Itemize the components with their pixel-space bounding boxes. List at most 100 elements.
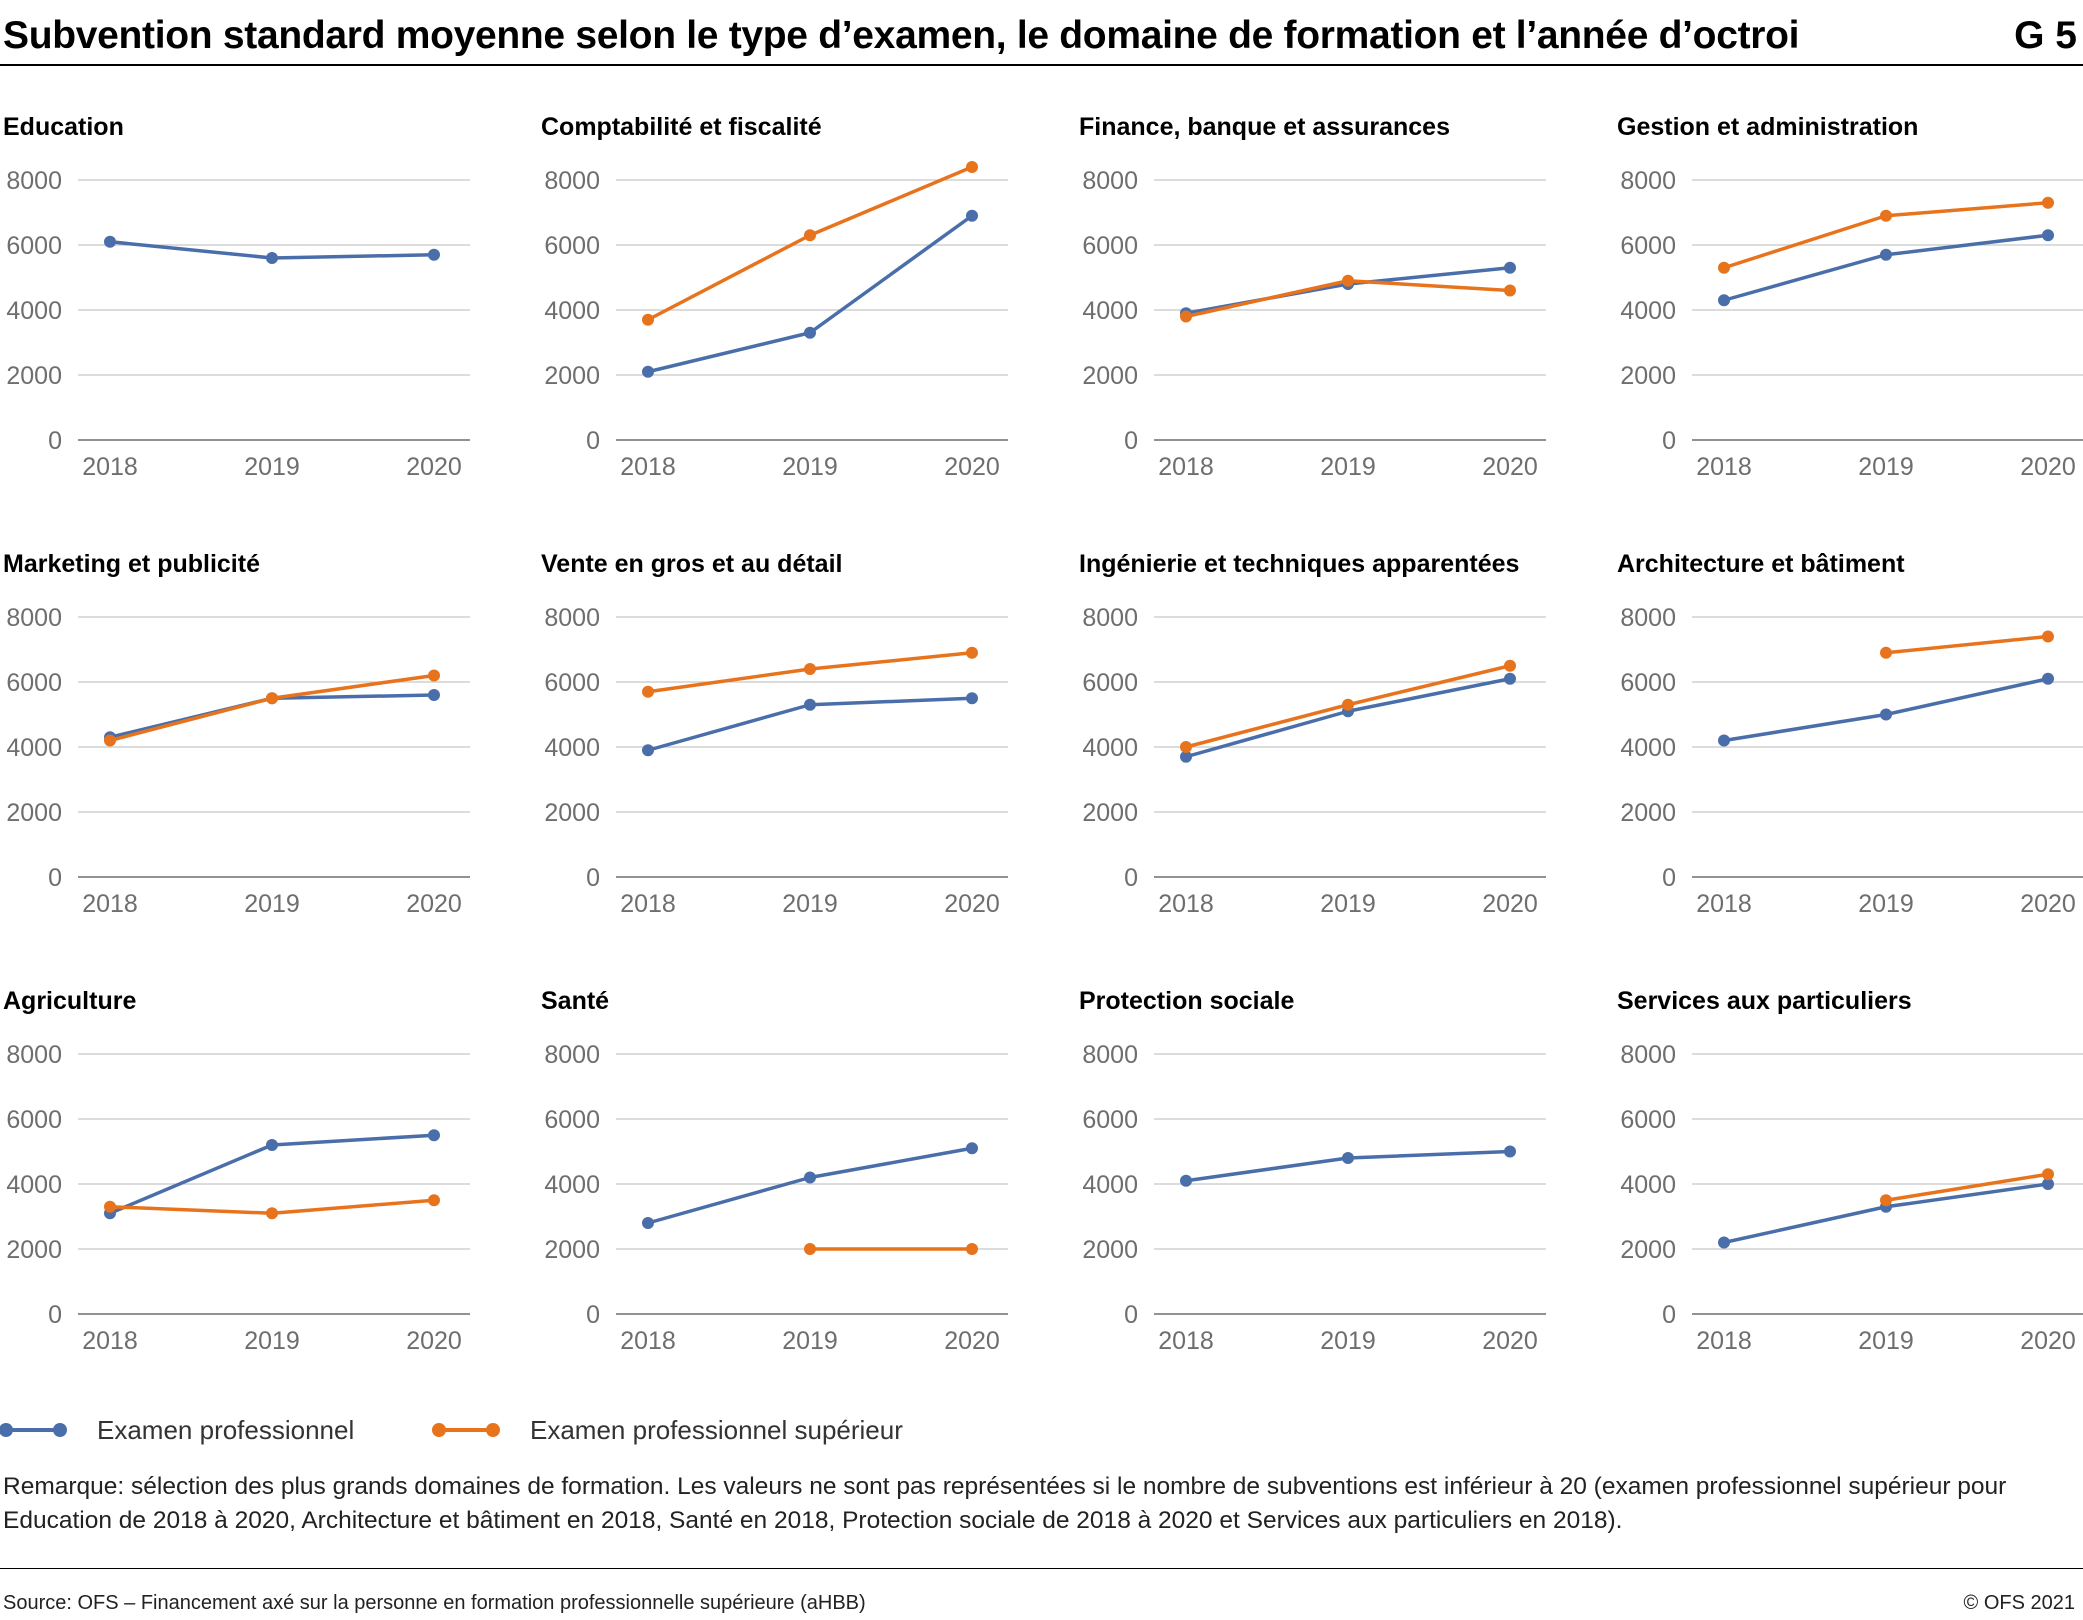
panel-title: Services aux particuliers <box>1617 987 1912 1015</box>
chart-panel-ingenierie-et-techniques-apparentees: Ingénierie et techniques apparentées 0 200… <box>1079 550 1546 918</box>
y-tick-label: 2000 <box>6 1236 62 1264</box>
panel-title: Ingénierie et techniques apparentées <box>1079 550 1519 578</box>
data-point-examen-professionnel-superieur <box>642 685 654 698</box>
series-line-examen-professionnel-superieur <box>1885 634 2049 655</box>
x-tick-label: 2018 <box>1696 453 1752 481</box>
chart-panel-education: Education 0 2000 4000 6000 8000 2018 2019 2020 <box>3 113 470 481</box>
y-tick-label: 6000 <box>1082 1106 1138 1134</box>
series-line-examen-professionnel <box>647 1146 973 1225</box>
y-tick-label: 8000 <box>544 167 600 195</box>
y-tick-label: 4000 <box>544 1171 600 1199</box>
y-tick-label: 2000 <box>1620 362 1676 390</box>
data-point-examen-professionnel-superieur <box>1504 659 1516 672</box>
y-tick-label: 2000 <box>6 362 62 390</box>
x-tick-label: 2019 <box>1320 890 1376 918</box>
x-tick-label: 2020 <box>944 1327 1000 1355</box>
y-tick-label: 0 <box>1662 1301 1676 1329</box>
y-tick-label: 2000 <box>1082 799 1138 827</box>
data-point-examen-professionnel <box>1718 1236 1730 1249</box>
data-point-examen-professionnel <box>2042 672 2054 685</box>
panel-title: Marketing et publicité <box>3 550 260 578</box>
data-point-examen-professionnel-superieur <box>1880 1194 1892 1207</box>
y-tick-label: 2000 <box>1620 799 1676 827</box>
y-tick-label: 0 <box>48 427 62 455</box>
data-point-examen-professionnel <box>266 1139 278 1151</box>
data-point-examen-professionnel <box>804 1171 816 1184</box>
chart-panel-protection-sociale: Protection sociale 0 2000 4000 6000 8000 2018 2… <box>1079 987 1546 1355</box>
chart-panel-vente-en-gros-et-au-detail: Vente en gros et au détail 0 2000 4000 6000 8… <box>541 550 1008 918</box>
data-point-examen-professionnel-superieur <box>104 1200 116 1213</box>
data-point-examen-professionnel-superieur <box>428 1194 440 1207</box>
data-point-examen-professionnel-superieur <box>1880 209 1892 222</box>
x-tick-label: 2019 <box>244 453 300 481</box>
chart-number: G 5 <box>2014 14 2077 57</box>
x-tick-label: 2019 <box>244 1327 300 1355</box>
y-tick-label: 8000 <box>1620 604 1676 632</box>
legend-label: Examen professionnel <box>97 1414 355 1445</box>
chart-panel-sante: Santé 0 2000 4000 6000 8000 2018 2019 2020 <box>541 987 1008 1355</box>
y-tick-label: 2000 <box>544 799 600 827</box>
y-tick-label: 4000 <box>1620 1171 1676 1199</box>
y-tick-label: 4000 <box>544 734 600 762</box>
y-tick-label: 2000 <box>544 362 600 390</box>
x-tick-label: 2018 <box>82 453 138 481</box>
y-tick-label: 2000 <box>6 799 62 827</box>
source-text: Source: OFS – Financement axé sur la per… <box>3 1592 866 1614</box>
data-point-examen-professionnel <box>642 365 654 378</box>
data-point-examen-professionnel <box>642 744 654 757</box>
data-point-examen-professionnel <box>2042 1178 2054 1190</box>
data-point-examen-professionnel <box>1504 1145 1516 1158</box>
x-tick-label: 2020 <box>944 453 1000 481</box>
y-tick-label: 8000 <box>1082 1041 1138 1069</box>
series-line-examen-professionnel <box>1723 1182 2049 1245</box>
data-point-examen-professionnel <box>1180 750 1192 763</box>
legend-swatch-line <box>432 1423 500 1437</box>
data-point-examen-professionnel <box>1880 708 1892 721</box>
x-tick-label: 2018 <box>620 890 676 918</box>
x-tick-label: 2018 <box>620 453 676 481</box>
y-tick-label: 4000 <box>6 734 62 762</box>
series-line-examen-professionnel-superieur <box>1885 1172 2049 1202</box>
data-point-examen-professionnel <box>804 326 816 339</box>
y-tick-label: 4000 <box>6 1171 62 1199</box>
panel-title: Education <box>3 113 124 141</box>
y-tick-label: 0 <box>48 1301 62 1329</box>
data-point-examen-professionnel-superieur <box>266 1207 278 1220</box>
data-point-examen-professionnel <box>966 1142 978 1155</box>
y-tick-label: 4000 <box>1620 734 1676 762</box>
data-point-examen-professionnel-superieur <box>804 229 816 242</box>
y-tick-label: 6000 <box>6 1106 62 1134</box>
y-tick-label: 4000 <box>1620 297 1676 325</box>
x-tick-label: 2020 <box>2020 453 2076 481</box>
x-tick-label: 2018 <box>82 890 138 918</box>
data-point-examen-professionnel-superieur <box>2042 196 2054 209</box>
y-tick-label: 2000 <box>1082 1236 1138 1264</box>
data-point-examen-professionnel <box>266 252 278 264</box>
legend-swatch-dot-left <box>0 1423 13 1437</box>
y-tick-label: 8000 <box>1082 167 1138 195</box>
data-point-examen-professionnel <box>1504 672 1516 685</box>
chart-panel-comptabilite-et-fiscalite: Comptabilité et fiscalité 0 2000 4000 6000 80… <box>541 113 1008 481</box>
y-tick-label: 4000 <box>1082 297 1138 325</box>
remark-note: Remarque: sélection des plus grands doma… <box>3 1473 2007 1534</box>
x-tick-label: 2019 <box>1858 890 1914 918</box>
x-tick-label: 2019 <box>244 890 300 918</box>
data-point-examen-professionnel-superieur <box>1718 261 1730 274</box>
y-tick-label: 0 <box>1124 427 1138 455</box>
x-tick-label: 2020 <box>944 890 1000 918</box>
data-point-examen-professionnel-superieur <box>2042 630 2054 643</box>
y-tick-label: 0 <box>1124 1301 1138 1329</box>
data-point-examen-professionnel-superieur <box>642 313 654 326</box>
y-tick-label: 0 <box>586 1301 600 1329</box>
data-point-examen-professionnel-superieur <box>1880 646 1892 659</box>
chart-panel-gestion-et-administration: Gestion et administration 0 2000 4000 6000 80… <box>1617 113 2083 481</box>
header-rule <box>0 64 2083 66</box>
y-tick-label: 2000 <box>544 1236 600 1264</box>
x-tick-label: 2019 <box>782 1327 838 1355</box>
y-tick-label: 6000 <box>544 669 600 697</box>
data-point-examen-professionnel-superieur <box>804 1243 816 1255</box>
y-tick-label: 0 <box>48 864 62 892</box>
y-tick-label: 8000 <box>1620 167 1676 195</box>
x-tick-label: 2019 <box>1320 453 1376 481</box>
